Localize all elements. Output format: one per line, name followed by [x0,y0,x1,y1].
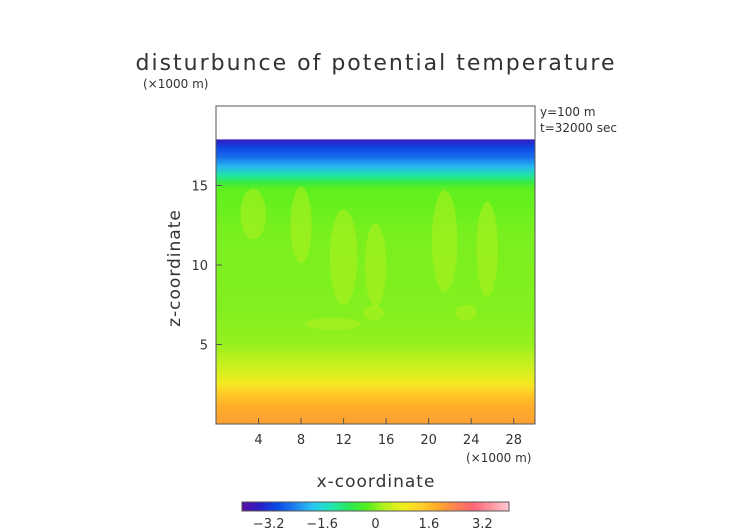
colorbar-tick-label: −1.6 [306,517,338,532]
field-anomalies [240,187,498,331]
x-tick-label: 4 [254,433,262,448]
y-tick-label: 5 [200,339,208,354]
anomaly-blob [431,190,458,293]
x-tick-label: 28 [505,433,522,448]
x-tick-label: 24 [463,433,480,448]
chart-title: disturbunce of potential temperature [136,51,617,76]
colorbar: −3.2 −1.6 0 1.6 3.2 [241,501,510,532]
colorbar-strip [241,501,510,512]
y-tick-label: 15 [191,180,208,195]
colorbar-tick-label: 1.6 [419,517,440,532]
x-tick-label: 16 [378,433,395,448]
colorbar-tick-label: 0 [371,517,379,532]
y-tick-label: 10 [191,259,208,274]
x-unit-label: (×1000 m) [466,451,531,465]
y-axis: 5 10 15 [191,180,222,354]
anomaly-blob [364,223,387,307]
y-axis-label: z-coordinate [165,209,185,327]
x-axis-label: x-coordinate [317,472,436,492]
annotation-t: t=32000 sec [540,121,617,135]
anomaly-blob [329,209,358,305]
colorbar-tick-label: 3.2 [472,517,493,532]
anomaly-blob [290,187,312,264]
x-tick-label: 12 [335,433,352,448]
anomaly-blob [455,304,477,321]
x-tick-label: 8 [297,433,305,448]
anomaly-blob [476,201,498,297]
annotation-y: y=100 m [540,105,596,119]
x-axis: 4 8 12 16 20 24 28 [254,418,522,448]
colorbar-tick-label: −3.2 [253,517,285,532]
x-tick-label: 20 [420,433,437,448]
plot-area [215,105,536,425]
anomaly-blob [305,317,361,331]
anomaly-blob [362,305,385,320]
colorbar-ticks: −3.2 −1.6 0 1.6 3.2 [253,517,493,532]
anomaly-blob [240,188,266,240]
y-unit-label: (×1000 m) [143,77,208,91]
